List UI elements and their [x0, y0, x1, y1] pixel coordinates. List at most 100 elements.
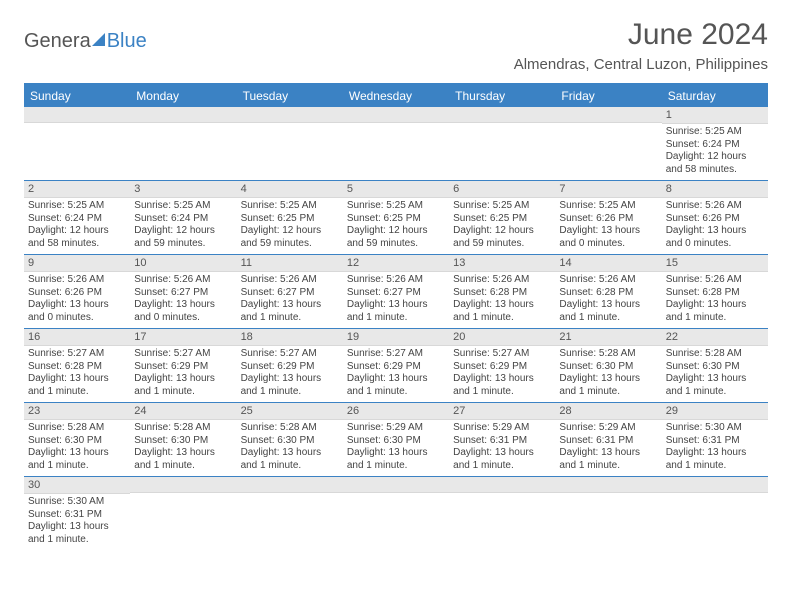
day-detail-line: Daylight: 12 hours and 59 minutes.: [453, 225, 551, 250]
day-number: 28: [555, 403, 661, 420]
day-detail-line: Sunset: 6:30 PM: [347, 435, 445, 448]
day-detail-line: Daylight: 12 hours and 58 minutes.: [28, 225, 126, 250]
day-cell: 9Sunrise: 5:26 AMSunset: 6:26 PMDaylight…: [24, 255, 130, 328]
day-detail-line: Daylight: 13 hours and 0 minutes.: [559, 225, 657, 250]
day-number: 15: [662, 255, 768, 272]
day-details: Sunrise: 5:26 AMSunset: 6:26 PMDaylight:…: [24, 272, 130, 328]
day-cell: [449, 477, 555, 550]
day-cell: 1Sunrise: 5:25 AMSunset: 6:24 PMDaylight…: [662, 107, 768, 180]
day-details: Sunrise: 5:28 AMSunset: 6:30 PMDaylight:…: [237, 420, 343, 476]
day-cell: [449, 107, 555, 180]
day-cell: 7Sunrise: 5:25 AMSunset: 6:26 PMDaylight…: [555, 181, 661, 254]
day-number: [662, 477, 768, 493]
dow-cell: Saturday: [662, 85, 768, 107]
day-cell: 17Sunrise: 5:27 AMSunset: 6:29 PMDayligh…: [130, 329, 236, 402]
day-details: Sunrise: 5:25 AMSunset: 6:24 PMDaylight:…: [24, 198, 130, 254]
day-cell: [130, 107, 236, 180]
day-detail-line: Sunset: 6:29 PM: [241, 361, 339, 374]
day-cell: 4Sunrise: 5:25 AMSunset: 6:25 PMDaylight…: [237, 181, 343, 254]
week-row: 23Sunrise: 5:28 AMSunset: 6:30 PMDayligh…: [24, 403, 768, 477]
dow-cell: Friday: [555, 85, 661, 107]
day-detail-line: Sunrise: 5:29 AM: [347, 422, 445, 435]
day-details: Sunrise: 5:25 AMSunset: 6:25 PMDaylight:…: [343, 198, 449, 254]
day-number: [555, 107, 661, 123]
day-detail-line: Sunrise: 5:28 AM: [28, 422, 126, 435]
week-row: 30Sunrise: 5:30 AMSunset: 6:31 PMDayligh…: [24, 477, 768, 550]
day-detail-line: Sunset: 6:28 PM: [28, 361, 126, 374]
day-cell: 8Sunrise: 5:26 AMSunset: 6:26 PMDaylight…: [662, 181, 768, 254]
day-details: Sunrise: 5:30 AMSunset: 6:31 PMDaylight:…: [24, 494, 130, 550]
day-details: Sunrise: 5:26 AMSunset: 6:28 PMDaylight:…: [449, 272, 555, 328]
day-detail-line: Sunset: 6:25 PM: [347, 213, 445, 226]
day-cell: 13Sunrise: 5:26 AMSunset: 6:28 PMDayligh…: [449, 255, 555, 328]
day-detail-line: Sunrise: 5:26 AM: [241, 274, 339, 287]
day-detail-line: Sunset: 6:30 PM: [134, 435, 232, 448]
day-detail-line: Daylight: 13 hours and 1 minute.: [28, 373, 126, 398]
day-cell: 3Sunrise: 5:25 AMSunset: 6:24 PMDaylight…: [130, 181, 236, 254]
day-detail-line: Sunset: 6:31 PM: [453, 435, 551, 448]
day-number: 22: [662, 329, 768, 346]
day-cell: 11Sunrise: 5:26 AMSunset: 6:27 PMDayligh…: [237, 255, 343, 328]
calendar-grid: SundayMondayTuesdayWednesdayThursdayFrid…: [24, 83, 768, 550]
week-row: 1Sunrise: 5:25 AMSunset: 6:24 PMDaylight…: [24, 107, 768, 181]
day-number: 18: [237, 329, 343, 346]
day-detail-line: Sunrise: 5:25 AM: [453, 200, 551, 213]
day-details: Sunrise: 5:28 AMSunset: 6:30 PMDaylight:…: [130, 420, 236, 476]
day-number: 14: [555, 255, 661, 272]
day-detail-line: Sunset: 6:27 PM: [134, 287, 232, 300]
day-detail-line: Sunrise: 5:26 AM: [559, 274, 657, 287]
day-number: 8: [662, 181, 768, 198]
dow-cell: Wednesday: [343, 85, 449, 107]
day-detail-line: Daylight: 13 hours and 1 minute.: [241, 373, 339, 398]
day-number: [237, 477, 343, 493]
day-cell: 16Sunrise: 5:27 AMSunset: 6:28 PMDayligh…: [24, 329, 130, 402]
day-detail-line: Sunset: 6:26 PM: [28, 287, 126, 300]
day-cell: [130, 477, 236, 550]
day-detail-line: Sunset: 6:25 PM: [453, 213, 551, 226]
day-detail-line: Sunrise: 5:26 AM: [666, 200, 764, 213]
day-detail-line: Sunrise: 5:25 AM: [28, 200, 126, 213]
page-header: Genera Blue June 2024 Almendras, Central…: [24, 18, 768, 73]
day-detail-line: Sunrise: 5:27 AM: [241, 348, 339, 361]
day-detail-line: Daylight: 13 hours and 1 minute.: [134, 447, 232, 472]
day-details: Sunrise: 5:25 AMSunset: 6:25 PMDaylight:…: [449, 198, 555, 254]
day-detail-line: Sunrise: 5:27 AM: [28, 348, 126, 361]
day-detail-line: Daylight: 13 hours and 1 minute.: [347, 299, 445, 324]
day-details: Sunrise: 5:26 AMSunset: 6:28 PMDaylight:…: [662, 272, 768, 328]
day-cell: [24, 107, 130, 180]
day-details: Sunrise: 5:27 AMSunset: 6:28 PMDaylight:…: [24, 346, 130, 402]
day-detail-line: Sunrise: 5:26 AM: [134, 274, 232, 287]
dow-cell: Tuesday: [237, 85, 343, 107]
day-cell: 19Sunrise: 5:27 AMSunset: 6:29 PMDayligh…: [343, 329, 449, 402]
day-detail-line: Sunrise: 5:27 AM: [134, 348, 232, 361]
day-detail-line: Sunrise: 5:25 AM: [241, 200, 339, 213]
day-cell: [237, 107, 343, 180]
day-number: 11: [237, 255, 343, 272]
day-number: 24: [130, 403, 236, 420]
day-cell: [555, 477, 661, 550]
day-detail-line: Sunset: 6:24 PM: [666, 139, 764, 152]
day-cell: 26Sunrise: 5:29 AMSunset: 6:30 PMDayligh…: [343, 403, 449, 476]
day-cell: 15Sunrise: 5:26 AMSunset: 6:28 PMDayligh…: [662, 255, 768, 328]
day-details: Sunrise: 5:25 AMSunset: 6:26 PMDaylight:…: [555, 198, 661, 254]
day-number: 5: [343, 181, 449, 198]
day-number: 10: [130, 255, 236, 272]
day-detail-line: Sunrise: 5:26 AM: [347, 274, 445, 287]
day-detail-line: Sunset: 6:25 PM: [241, 213, 339, 226]
day-detail-line: Sunset: 6:28 PM: [453, 287, 551, 300]
day-number: [130, 107, 236, 123]
day-detail-line: Sunset: 6:30 PM: [559, 361, 657, 374]
logo: Genera Blue: [24, 30, 147, 53]
day-detail-line: Sunrise: 5:25 AM: [666, 126, 764, 139]
day-details: Sunrise: 5:25 AMSunset: 6:24 PMDaylight:…: [130, 198, 236, 254]
day-details: Sunrise: 5:30 AMSunset: 6:31 PMDaylight:…: [662, 420, 768, 476]
day-detail-line: Sunset: 6:26 PM: [559, 213, 657, 226]
week-row: 9Sunrise: 5:26 AMSunset: 6:26 PMDaylight…: [24, 255, 768, 329]
day-details: Sunrise: 5:28 AMSunset: 6:30 PMDaylight:…: [24, 420, 130, 476]
day-detail-line: Sunrise: 5:29 AM: [453, 422, 551, 435]
day-number: 6: [449, 181, 555, 198]
day-detail-line: Sunset: 6:29 PM: [453, 361, 551, 374]
day-detail-line: Daylight: 13 hours and 1 minute.: [453, 447, 551, 472]
day-detail-line: Sunrise: 5:27 AM: [347, 348, 445, 361]
day-detail-line: Sunset: 6:31 PM: [28, 509, 126, 522]
